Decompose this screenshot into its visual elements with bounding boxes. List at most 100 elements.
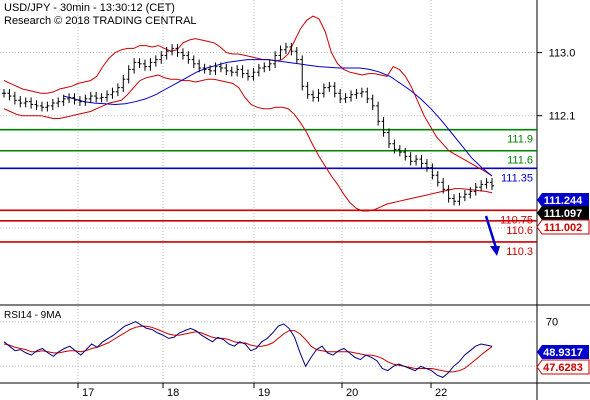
price-bar: [414, 154, 419, 166]
level-label: 111.9: [507, 134, 533, 146]
x-tick-label: 19: [258, 387, 270, 399]
price-bar: [56, 97, 61, 108]
level-label: 111.6: [507, 155, 533, 167]
svg-text:48.9317: 48.9317: [543, 347, 583, 359]
price-bar: [251, 68, 256, 81]
svg-text:47.6283: 47.6283: [543, 362, 583, 374]
price-bar: [267, 59, 272, 71]
bollinger-upper-line: [3, 15, 493, 177]
price-bar: [7, 89, 12, 101]
price-bar: [175, 44, 180, 57]
price-bar: [435, 171, 440, 187]
price-badge-black: 111.097: [537, 206, 589, 220]
price-bar: [381, 117, 386, 137]
price-bar: [419, 154, 424, 168]
price-bar: [305, 82, 310, 99]
x-tick-label: 17: [82, 387, 94, 399]
price-bar: [180, 48, 185, 60]
price-bar: [473, 183, 478, 196]
price-bar: [105, 90, 110, 102]
price-bar: [148, 58, 153, 71]
moving-average-line: [63, 59, 493, 177]
x-tick-label: 22: [435, 387, 447, 399]
price-bar: [294, 46, 299, 64]
price-bar: [77, 96, 82, 106]
price-bar: [229, 66, 234, 77]
price-bar: [430, 163, 435, 180]
price-bar: [468, 187, 473, 199]
price-bar: [256, 63, 261, 77]
x-tick-label: 20: [346, 387, 358, 399]
price-bar: [67, 93, 72, 104]
price-bar: [332, 82, 337, 98]
rsi-badge-blue: 48.9317: [537, 345, 589, 359]
price-bar: [397, 145, 402, 157]
price-bar: [61, 94, 66, 106]
price-bar: [208, 65, 213, 76]
svg-text:111.097: 111.097: [544, 208, 583, 220]
price-bar: [218, 62, 223, 73]
price-bar: [283, 42, 288, 54]
price-bar: [39, 101, 44, 112]
level-label: 110.3: [506, 246, 533, 258]
price-bar: [170, 44, 175, 56]
price-bar: [311, 90, 316, 102]
price-bar: [452, 194, 457, 206]
price-bar: [132, 58, 137, 74]
price-bar: [349, 90, 354, 102]
price-bar: [273, 51, 278, 69]
y-tick-label: 112.1: [549, 111, 576, 123]
price-bar: [484, 178, 489, 189]
price-badge-blue: 111.244: [537, 193, 589, 207]
price-bar: [327, 82, 332, 92]
price-bar: [262, 62, 267, 73]
price-bar: [235, 65, 240, 77]
rsi-line: [3, 321, 493, 378]
x-tick-label: 18: [167, 387, 179, 399]
price-bar: [403, 147, 408, 161]
price-bar: [240, 65, 245, 78]
price-bar: [213, 62, 218, 76]
price-bar: [29, 97, 34, 109]
price-bar: [246, 69, 250, 81]
price-bar: [72, 93, 77, 105]
price-bar: [386, 128, 391, 148]
price-bar: [479, 180, 484, 192]
price-bar: [191, 55, 196, 69]
price-bar: [354, 89, 359, 99]
price-bar: [45, 101, 50, 112]
price-bar: [462, 190, 467, 202]
price-bar: [110, 87, 115, 99]
price-bar: [2, 89, 6, 98]
rsi-badge-red: 47.6283: [536, 359, 590, 375]
price-bar: [94, 91, 99, 103]
price-panel: [2, 15, 494, 212]
price-badge-red: 111.002: [536, 219, 590, 235]
price-bar: [153, 55, 158, 67]
price-bar: [338, 89, 343, 104]
price-bar: [34, 100, 39, 111]
price-bar: [23, 97, 28, 108]
price-bar: [197, 59, 202, 73]
rsi-tick-label: 70: [546, 317, 558, 329]
price-bar: [490, 178, 494, 191]
price-bar: [50, 98, 55, 111]
price-bar: [289, 42, 294, 56]
bollinger-lower-line: [3, 74, 493, 212]
price-bar: [137, 58, 142, 69]
price-bar: [376, 101, 381, 126]
price-bar: [457, 192, 462, 206]
price-bar: [408, 152, 413, 166]
price-bar: [446, 185, 451, 203]
price-bar: [278, 45, 283, 60]
price-bar: [126, 65, 131, 84]
price-bar: [159, 51, 164, 64]
y-tick-label: 113.0: [549, 48, 576, 60]
price-bar: [186, 51, 191, 64]
price-bar: [83, 94, 88, 106]
chart-subtitle: Research © 2018 TRADING CENTRAL: [4, 15, 197, 27]
